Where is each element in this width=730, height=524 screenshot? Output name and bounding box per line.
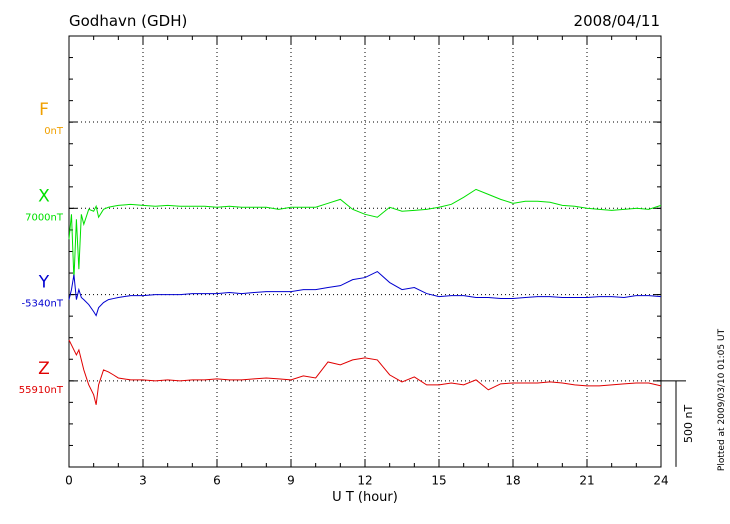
- channel-name: Y: [38, 273, 50, 293]
- channel-baseline-label: 7000nT: [25, 212, 64, 223]
- channel-baseline-label: 0nT: [44, 126, 64, 137]
- x-tick-label: 15: [431, 474, 446, 488]
- station-title: Godhavn (GDH): [69, 12, 187, 30]
- scale-bar-label: 500 nT: [682, 405, 695, 443]
- trace-line: [68, 339, 662, 405]
- x-tick-label: 6: [213, 474, 221, 488]
- x-tick-label: 9: [287, 474, 295, 488]
- x-tick-label: 12: [357, 474, 372, 488]
- x-tick-label: 24: [653, 474, 668, 488]
- x-axis-label: U T (hour): [332, 490, 398, 505]
- date-label: 2008/04/11: [574, 12, 660, 30]
- channel-name: Z: [38, 359, 50, 379]
- channel-name: F: [39, 100, 49, 120]
- plotted-note: Plotted at 2009/03/10 01:05 UT: [717, 328, 727, 471]
- x-tick-label: 0: [65, 474, 73, 488]
- x-tick-label: 21: [579, 474, 594, 488]
- channel-name: X: [38, 186, 50, 206]
- channel-baseline-label: 55910nT: [19, 385, 64, 396]
- x-tick-label: 3: [139, 474, 147, 488]
- channel-baseline-label: -5340nT: [21, 299, 63, 310]
- x-tick-label: 18: [505, 474, 520, 488]
- trace-line: [68, 270, 662, 317]
- trace-line: [68, 188, 662, 280]
